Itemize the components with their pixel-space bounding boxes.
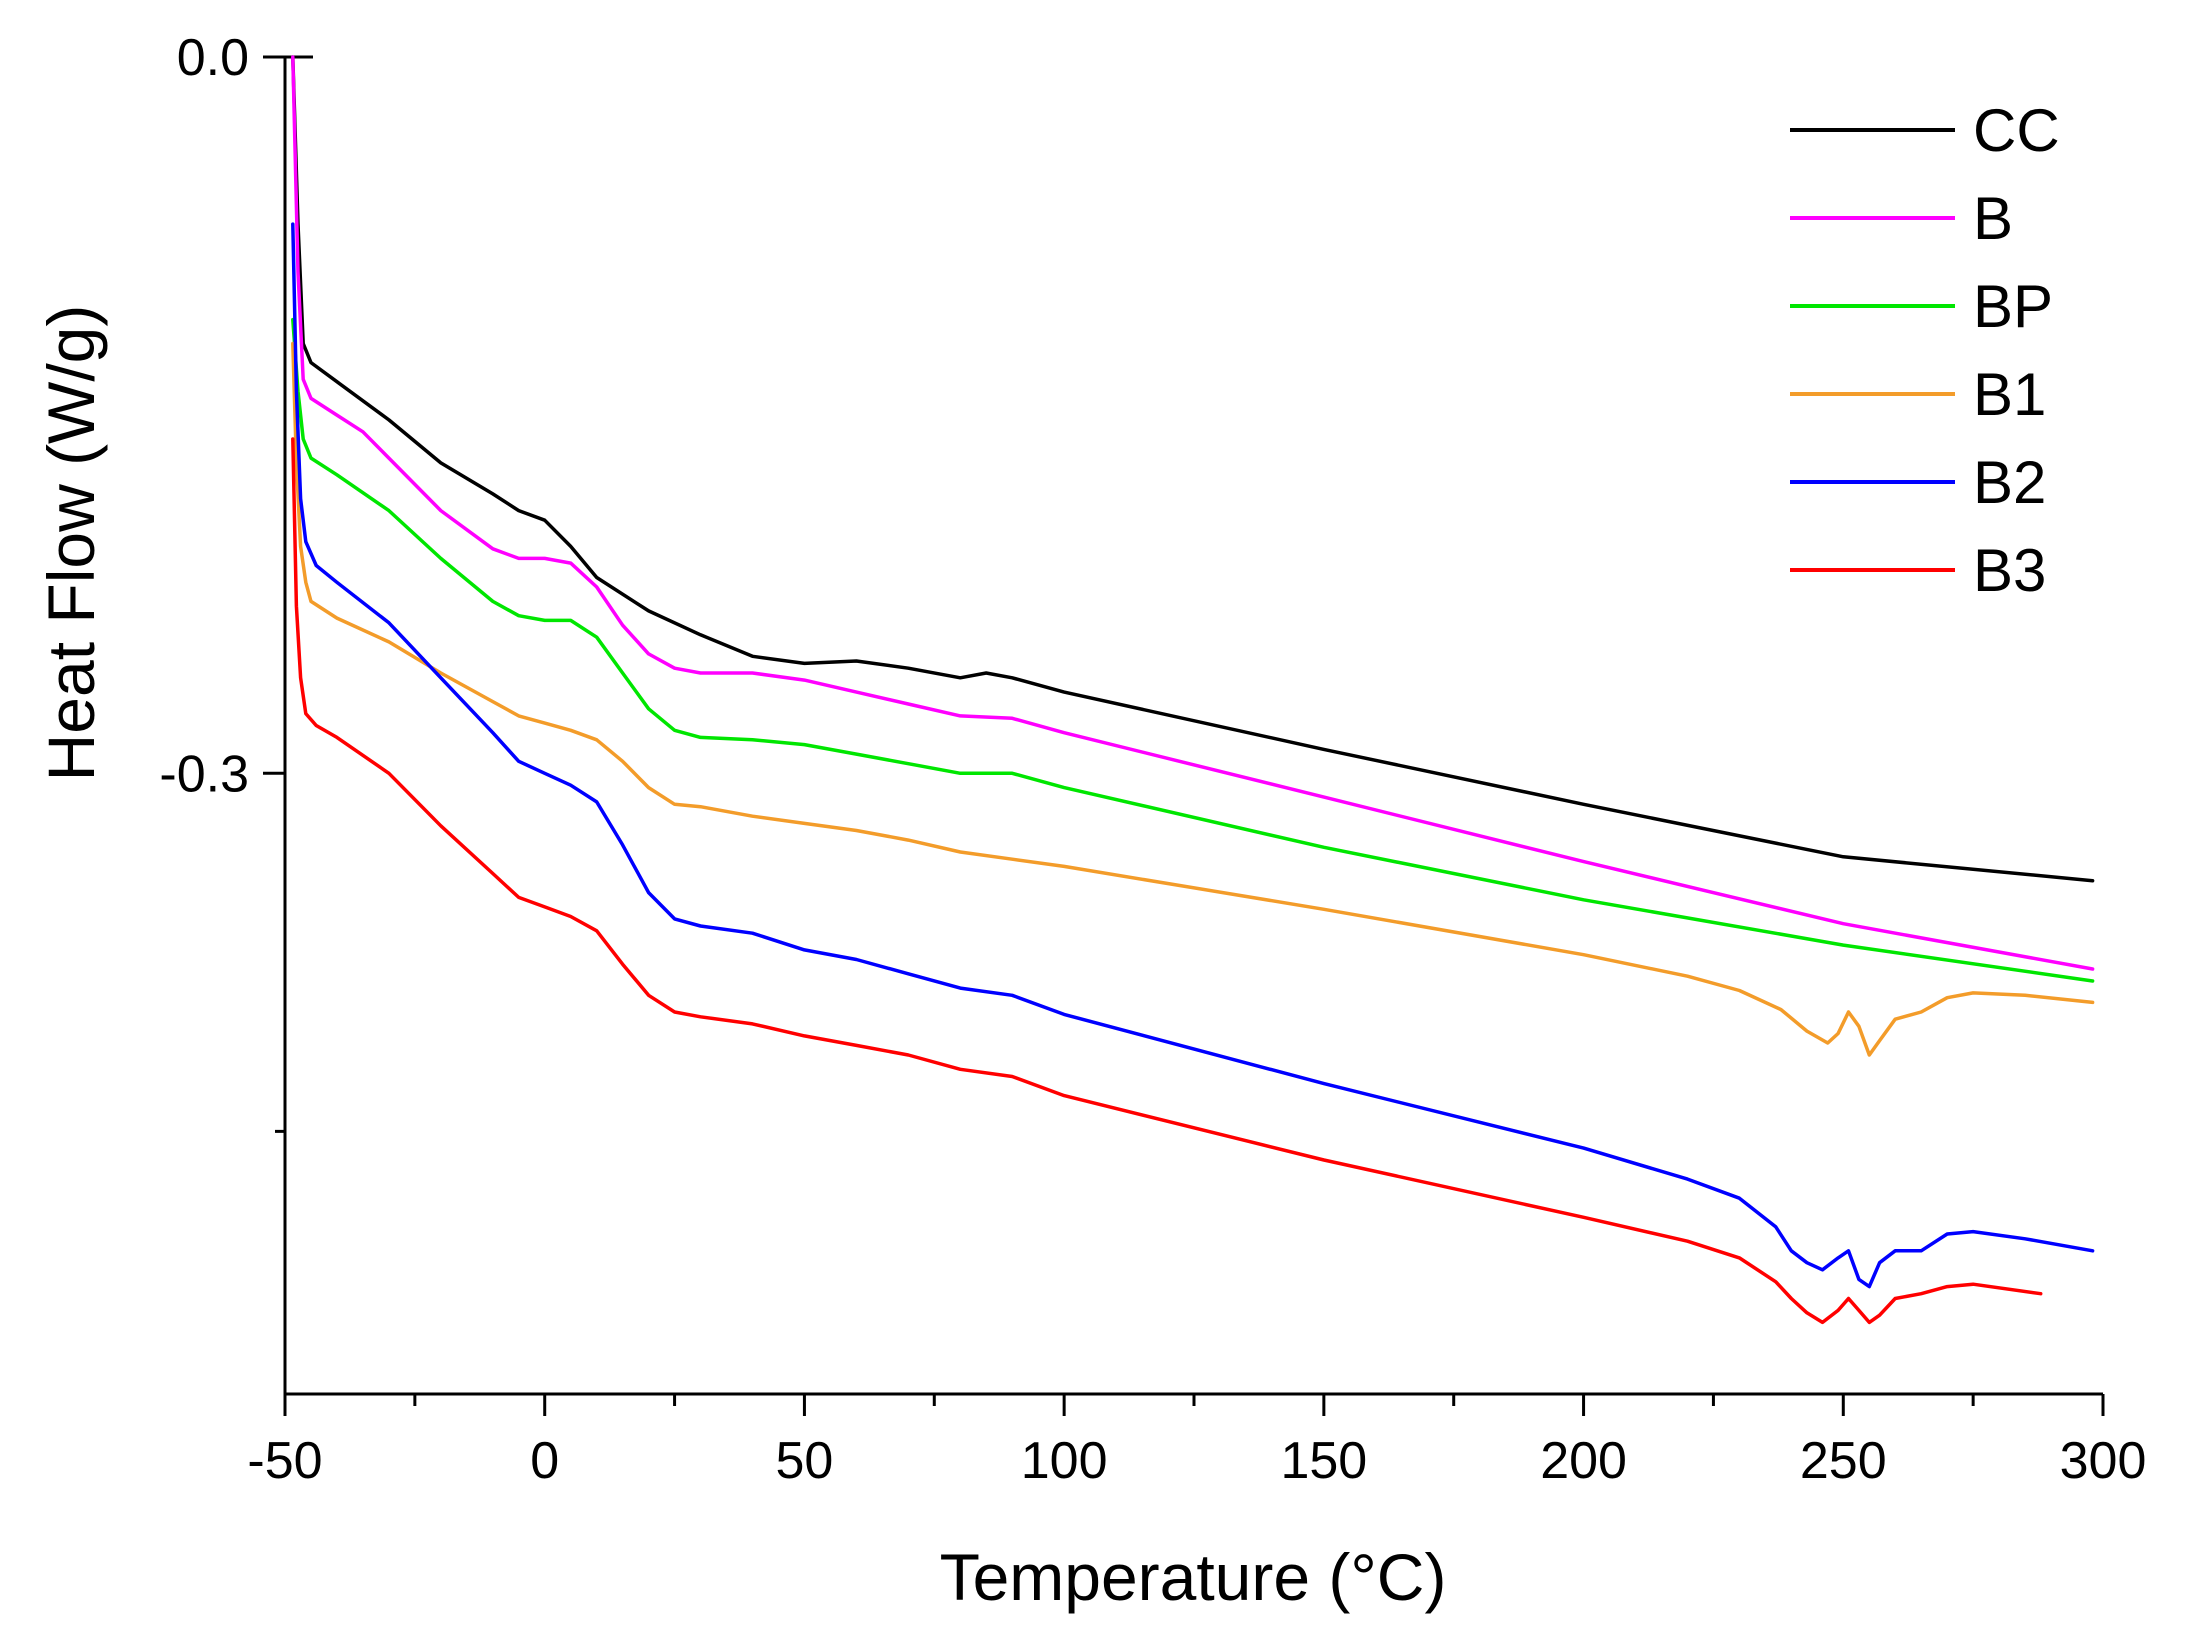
- series-line-b: [291, 55, 2095, 971]
- x-axis-title: Temperature (°C): [940, 1540, 1447, 1614]
- series-line-b2: [291, 222, 2095, 1289]
- legend: CC B BP B1 B2 B3: [1790, 97, 2060, 604]
- x-tick-label: 50: [776, 1432, 834, 1490]
- x-tick-label: 100: [1021, 1432, 1108, 1490]
- y-axis-title: Heat Flow (W/g): [34, 305, 108, 782]
- legend-label-b2: B2: [1973, 449, 2046, 516]
- series-line-b3: [291, 437, 2043, 1325]
- x-tick-label: 300: [2060, 1432, 2147, 1490]
- x-tick-label: -50: [247, 1432, 322, 1490]
- x-tick-label: 0: [530, 1432, 559, 1490]
- legend-label-b: B: [1973, 185, 2013, 252]
- series-group: [291, 55, 2095, 1325]
- x-tick-label: 200: [1540, 1432, 1627, 1490]
- legend-label-bp: BP: [1973, 273, 2053, 340]
- y-tick-label: 0.0: [177, 29, 249, 87]
- series-line-bp: [291, 317, 2095, 983]
- x-tick-label: 150: [1280, 1432, 1367, 1490]
- legend-label-b1: B1: [1973, 361, 2046, 428]
- y-tick-label: -0.3: [159, 745, 249, 803]
- series-line-b1: [291, 341, 2095, 1057]
- legend-label-b3: B3: [1973, 537, 2046, 604]
- x-tick-label: 250: [1800, 1432, 1887, 1490]
- legend-label-cc: CC: [1973, 97, 2060, 164]
- series-line-cc: [291, 55, 2095, 883]
- axes: -50 0 50 100 150 200 250 300 0.0 -0.3: [159, 29, 2146, 1490]
